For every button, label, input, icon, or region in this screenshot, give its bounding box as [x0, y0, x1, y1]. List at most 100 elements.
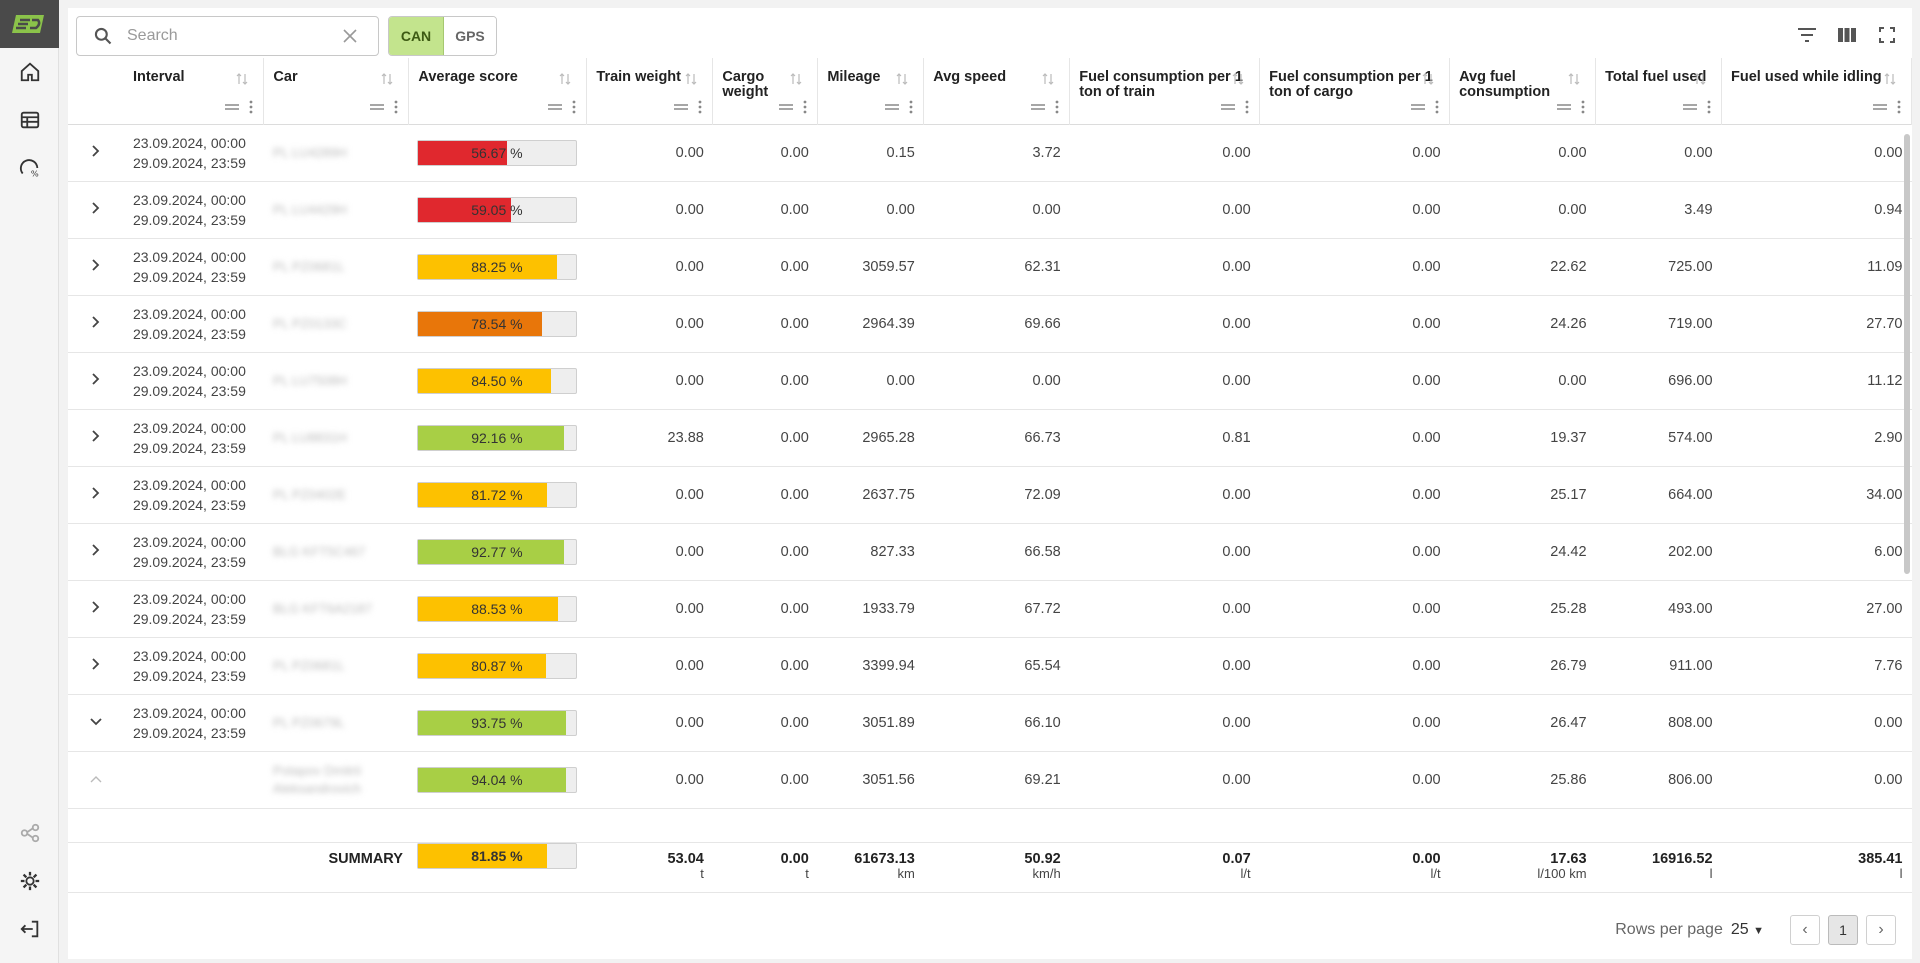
column-header[interactable]: Total fuel used [1595, 58, 1723, 124]
cell-idle: 27.00 [1721, 580, 1912, 638]
cell-total_fuel: 202.00 [1595, 523, 1722, 581]
cell-interval: 23.09.2024, 00:00 29.09.2024, 23:59 [123, 181, 264, 239]
cell-mileage: 3051.89 [817, 694, 924, 752]
fullscreen-icon[interactable] [1876, 24, 1898, 46]
sort-icon[interactable] [1231, 72, 1245, 86]
column-header[interactable]: Car [263, 58, 410, 124]
table-row[interactable]: 23.09.2024, 00:00 29.09.2024, 23:59 PL PZ… [68, 466, 1912, 524]
cell-avg_fuel: 25.17 [1449, 466, 1596, 524]
table-row[interactable]: 23.09.2024, 00:00 29.09.2024, 23:59 BLG K… [68, 523, 1912, 581]
column-header[interactable]: Cargo weight [712, 58, 819, 124]
summary-mileage: 61673.13 km [817, 842, 924, 893]
table-row[interactable]: 23.09.2024, 00:00 29.09.2024, 23:59 PL LU… [68, 409, 1912, 467]
can-toggle-button[interactable]: CAN [389, 17, 444, 55]
cell-speed: 3.72 [923, 124, 1070, 182]
expand-row-button[interactable] [68, 295, 124, 353]
app-logo[interactable] [0, 0, 59, 48]
sort-icon[interactable] [789, 72, 803, 86]
columns-icon[interactable] [1836, 24, 1858, 46]
logo-icon [11, 15, 44, 33]
expand-row-button[interactable] [68, 181, 124, 239]
cell-cargo: 0.00 [712, 694, 818, 752]
table-row[interactable]: 23.09.2024, 00:00 29.09.2024, 23:59 PL PZ… [68, 295, 1912, 353]
search-box[interactable] [76, 16, 379, 56]
cell-speed: 66.58 [923, 523, 1070, 581]
expand-row-button[interactable] [68, 466, 124, 524]
next-page-button[interactable]: › [1866, 915, 1896, 945]
settings-icon[interactable] [0, 857, 59, 905]
filter-icon[interactable] [1796, 24, 1818, 46]
score-bar: 81.72 % [416, 481, 577, 508]
gps-toggle-button[interactable]: GPS [444, 17, 496, 55]
cell-train: 0.00 [586, 181, 713, 239]
expand-row-button[interactable] [68, 580, 124, 638]
column-header[interactable]: Fuel used while idling [1721, 58, 1912, 124]
cell-avg_fuel: 0.00 [1449, 352, 1596, 410]
cell-train: 0.00 [586, 238, 713, 296]
eco-score-icon[interactable]: % [0, 144, 59, 192]
cell-avg_fuel: 25.28 [1449, 580, 1596, 638]
sort-icon[interactable] [1041, 72, 1055, 86]
table-icon[interactable] [0, 96, 59, 144]
cell-train: 0.00 [586, 466, 713, 524]
rows-per-page-select[interactable]: 25 ▼ [1730, 921, 1764, 938]
expand-row-button[interactable] [68, 409, 124, 467]
sort-icon[interactable] [1421, 72, 1435, 86]
score-bar: 84.50 % [416, 367, 577, 394]
cell-cargo: 0.00 [712, 352, 818, 410]
sort-icon[interactable] [895, 72, 909, 86]
chevron-right-icon [92, 315, 100, 328]
cell-fc_cargo: 0.00 [1259, 238, 1450, 296]
clear-search-icon[interactable] [342, 28, 358, 44]
chevron-right-icon [92, 600, 100, 613]
sort-icon[interactable] [558, 72, 572, 86]
page-number-button[interactable]: 1 [1828, 915, 1858, 945]
table-row[interactable]: 23.09.2024, 00:00 29.09.2024, 23:59 BLG K… [68, 580, 1912, 638]
logout-icon[interactable] [0, 905, 59, 953]
table-row[interactable]: 23.09.2024, 00:00 29.09.2024, 23:59 PL LU… [68, 124, 1912, 182]
column-header[interactable]: Fuel consumption per 1 ton of cargo [1259, 58, 1451, 124]
sort-icon[interactable] [1693, 72, 1707, 86]
expand-row-button[interactable] [68, 523, 124, 581]
cell-idle: 7.76 [1721, 637, 1912, 695]
cell-idle: 0.00 [1721, 694, 1912, 752]
column-header[interactable]: Fuel consumption per 1 ton of train [1069, 58, 1261, 124]
expand-row-button[interactable] [68, 637, 124, 695]
expand-header [68, 58, 124, 124]
column-header[interactable]: Train weight [586, 58, 714, 124]
cell-cargo: 0.00 [712, 409, 818, 467]
expand-row-button[interactable] [68, 238, 124, 296]
table-row[interactable]: 23.09.2024, 00:00 29.09.2024, 23:59 PL LU… [68, 181, 1912, 239]
vertical-scrollbar[interactable] [1904, 134, 1910, 574]
cell-interval: 23.09.2024, 00:00 29.09.2024, 23:59 [123, 694, 264, 752]
cell-total_fuel: 664.00 [1595, 466, 1722, 524]
expand-row-button[interactable] [68, 352, 124, 410]
table-row[interactable]: 23.09.2024, 00:00 29.09.2024, 23:59 PL LU… [68, 352, 1912, 410]
table-row[interactable]: 23.09.2024, 00:00 29.09.2024, 23:59 PL PZ… [68, 694, 1912, 752]
column-header[interactable]: Avg fuel consumption [1449, 58, 1597, 124]
sort-icon[interactable] [684, 72, 698, 86]
sort-icon[interactable] [380, 72, 394, 86]
previous-page-button[interactable]: ‹ [1790, 915, 1820, 945]
score-bar: 78.54 % [416, 310, 577, 337]
sort-icon[interactable] [1567, 72, 1581, 86]
table-row[interactable]: 23.09.2024, 00:00 29.09.2024, 23:59 PL PZ… [68, 238, 1912, 296]
sort-icon[interactable] [235, 72, 249, 86]
home-icon[interactable] [0, 48, 59, 96]
table-row[interactable]: 23.09.2024, 00:00 29.09.2024, 23:59 PL PZ… [68, 637, 1912, 695]
spacer-row [68, 808, 1912, 843]
expand-row-button[interactable] [68, 694, 124, 752]
share-icon[interactable] [0, 809, 59, 857]
cell-speed: 67.72 [923, 580, 1070, 638]
column-header[interactable]: Mileage [817, 58, 925, 124]
column-header[interactable]: Average score [408, 58, 588, 124]
cell-car: PL PZ0681L [263, 238, 409, 296]
cell-fc_cargo: 0.00 [1259, 694, 1450, 752]
expand-row-button[interactable] [68, 124, 124, 182]
column-header[interactable]: Avg speed [923, 58, 1071, 124]
collapse-subrow-button[interactable] [68, 751, 124, 809]
search-input[interactable] [127, 27, 327, 45]
column-header[interactable]: Interval [123, 58, 265, 124]
sort-icon[interactable] [1883, 72, 1897, 86]
score-bar: 80.87 % [416, 652, 577, 679]
